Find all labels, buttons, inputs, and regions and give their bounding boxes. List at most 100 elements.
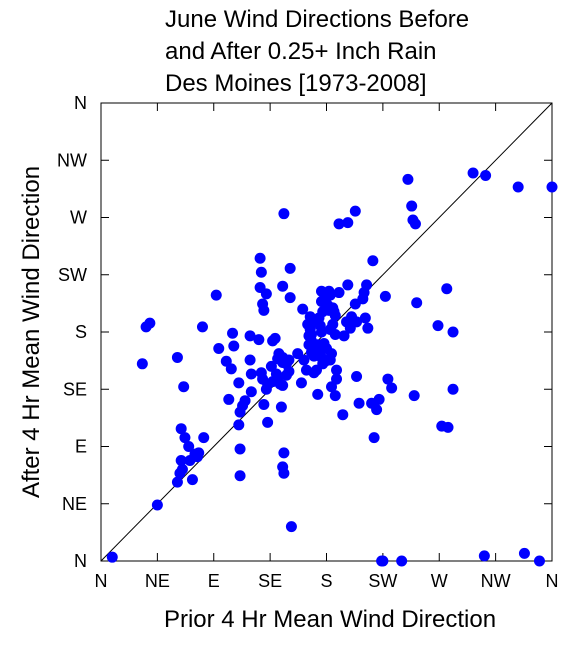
data-point xyxy=(298,354,310,366)
data-point xyxy=(228,340,240,352)
data-point xyxy=(278,467,290,479)
data-point xyxy=(546,181,558,193)
chart-title-line-3: Des Moines [1973-2008] xyxy=(165,70,427,97)
data-point xyxy=(227,327,239,339)
data-point xyxy=(186,474,198,486)
data-point xyxy=(409,218,421,230)
data-point xyxy=(373,393,385,405)
data-point xyxy=(331,364,343,376)
data-point xyxy=(396,555,408,567)
data-point xyxy=(262,416,274,428)
data-point xyxy=(179,432,191,444)
data-point xyxy=(198,432,210,444)
data-point xyxy=(193,447,205,459)
data-point xyxy=(351,316,363,328)
data-point xyxy=(254,252,266,264)
x-tick-label: S xyxy=(320,571,332,591)
y-tick-label: N xyxy=(74,551,87,571)
data-point xyxy=(436,420,448,432)
data-point xyxy=(333,287,345,299)
data-point xyxy=(361,279,373,291)
y-tick-label: E xyxy=(75,437,87,457)
data-point xyxy=(338,330,350,342)
data-point xyxy=(467,167,479,179)
data-point xyxy=(234,470,246,482)
data-point xyxy=(382,373,394,385)
data-point xyxy=(245,386,257,398)
data-point xyxy=(353,397,365,409)
data-point xyxy=(174,467,186,479)
data-point xyxy=(284,292,296,304)
data-point xyxy=(239,395,251,407)
data-point xyxy=(258,304,270,316)
data-point xyxy=(512,181,524,193)
data-point xyxy=(518,547,530,559)
data-point xyxy=(406,200,418,212)
data-point xyxy=(342,217,354,229)
data-point xyxy=(441,283,453,295)
data-point xyxy=(478,550,490,562)
data-point xyxy=(368,432,380,444)
data-point xyxy=(314,320,326,332)
data-point xyxy=(278,447,290,459)
data-point xyxy=(175,454,187,466)
data-point xyxy=(326,381,338,393)
data-point xyxy=(371,404,383,416)
data-point xyxy=(324,289,336,301)
x-tick-label: NW xyxy=(481,571,511,591)
y-tick-label: S xyxy=(75,322,87,342)
data-point xyxy=(233,419,245,431)
data-point xyxy=(297,303,309,315)
data-point xyxy=(337,409,349,421)
data-point xyxy=(432,320,444,332)
data-point xyxy=(258,399,270,411)
data-point xyxy=(329,390,341,402)
data-point xyxy=(234,443,246,455)
data-point xyxy=(367,255,379,267)
data-point xyxy=(183,441,195,452)
data-point xyxy=(245,368,257,380)
data-point xyxy=(329,329,341,341)
data-point xyxy=(402,173,414,185)
y-tick-label: NE xyxy=(62,494,87,514)
data-point xyxy=(329,309,341,321)
data-point xyxy=(295,377,307,389)
data-point xyxy=(210,289,222,301)
data-point xyxy=(312,388,324,400)
data-point xyxy=(285,521,297,533)
data-point xyxy=(480,170,492,182)
y-tick-label: N xyxy=(74,93,87,113)
data-point xyxy=(359,312,371,324)
data-point xyxy=(223,393,235,405)
y-tick-label: SW xyxy=(58,265,87,285)
y-tick-label: SE xyxy=(63,379,87,399)
x-tick-label: E xyxy=(208,571,220,591)
x-tick-label: N xyxy=(546,571,559,591)
data-point xyxy=(533,555,545,567)
data-point xyxy=(171,476,183,488)
data-point xyxy=(106,551,118,563)
y-tick-label: W xyxy=(70,208,87,228)
data-point xyxy=(136,358,148,370)
data-point xyxy=(278,208,290,220)
data-point xyxy=(244,330,256,342)
data-point xyxy=(244,354,256,366)
y-tick-label: NW xyxy=(57,150,87,170)
y-axis-label: After 4 Hr Mean Wind Direction xyxy=(18,165,45,499)
data-point xyxy=(327,318,339,330)
x-tick-label: NE xyxy=(145,571,170,591)
data-point xyxy=(260,288,272,300)
data-point xyxy=(284,262,296,274)
data-point xyxy=(233,377,245,389)
data-point xyxy=(151,499,163,511)
x-tick-label: SW xyxy=(368,571,397,591)
x-tick-label: W xyxy=(431,571,448,591)
data-point xyxy=(175,423,187,435)
data-point xyxy=(411,297,423,309)
data-point xyxy=(196,321,208,333)
x-axis-label: Prior 4 Hr Mean Wind Direction xyxy=(163,606,497,633)
data-point xyxy=(362,322,374,334)
data-point xyxy=(447,383,459,395)
